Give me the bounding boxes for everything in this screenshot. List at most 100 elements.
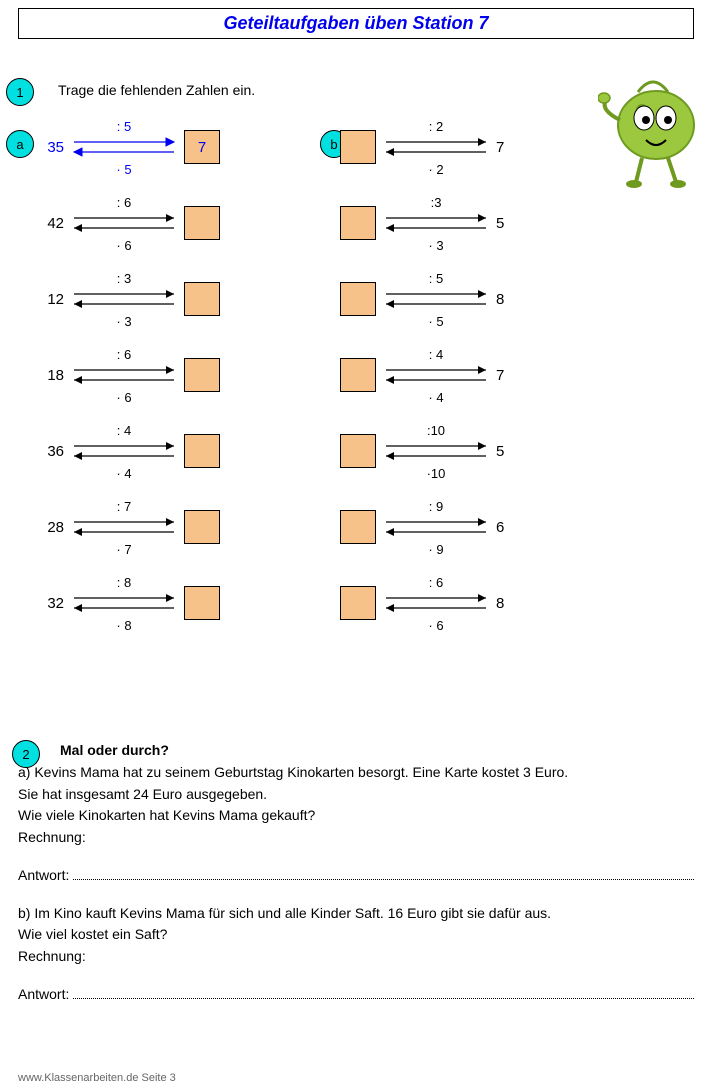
q2b-answer-line[interactable] [73,998,694,999]
operation-multiply: · 4 [64,466,184,481]
operation-multiply: · 9 [376,542,496,557]
operation-multiply: · 7 [64,542,184,557]
operation-arrows-icon: :3 · 3 [376,193,496,253]
operation-arrows-icon: : 5 · 5 [64,117,184,177]
operation-divide: : 5 [376,271,496,286]
operation-divide: : 5 [64,119,184,134]
operation-divide: : 6 [64,347,184,362]
operand-right: 7 [496,139,530,156]
operation-multiply: · 2 [376,162,496,177]
operation-multiply: · 5 [64,162,184,177]
problem-cell: : 9 · 9 6 [340,492,640,562]
operation-divide: : 9 [376,499,496,514]
operation-arrows-icon: : 6 · 6 [64,193,184,253]
problem-row: 32 : 8 · 8 : 6 · 6 8 [0,568,712,638]
answer-box[interactable] [340,510,376,544]
operation-multiply: · 4 [376,390,496,405]
answer-box[interactable]: 7 [184,130,220,164]
answer-box[interactable] [340,130,376,164]
problem-cell: 32 : 8 · 8 [30,568,330,638]
instruction-1: Trage die fehlenden Zahlen ein. [58,82,255,98]
problem-row: 12 : 3 · 3 : 5 · 5 8 [0,264,712,334]
operation-arrows-icon: : 5 · 5 [376,269,496,329]
problem-cell: 12 : 3 · 3 [30,264,330,334]
answer-box[interactable] [184,358,220,392]
operand-right: 6 [496,519,530,536]
answer-box[interactable] [340,586,376,620]
problem-row: 18 : 6 · 6 : 4 · 4 7 [0,340,712,410]
operation-divide: :10 [376,423,496,438]
operation-divide: : 4 [64,423,184,438]
operation-divide: : 7 [64,499,184,514]
task-badge-1: 1 [6,78,34,106]
operation-divide: :3 [376,195,496,210]
problem-row: 42 : 6 · 6 :3 · 3 5 [0,188,712,258]
answer-box[interactable] [184,510,220,544]
worksheet-title: Geteiltaufgaben üben Station 7 [18,8,694,39]
operation-divide: : 6 [376,575,496,590]
operand-left: 36 [30,443,64,460]
problem-cell: : 6 · 6 8 [340,568,640,638]
answer-box[interactable] [340,358,376,392]
answer-box[interactable] [340,206,376,240]
operation-arrows-icon: : 2 · 2 [376,117,496,177]
problem-cell: 28 : 7 · 7 [30,492,330,562]
answer-box[interactable] [340,282,376,316]
q2a-rechnung: Rechnung: [18,827,694,849]
operation-arrows-icon: :10 ·10 [376,421,496,481]
operand-left: 32 [30,595,64,612]
q2-title: Mal oder durch? [60,742,694,758]
page-footer: www.Klassenarbeiten.de Seite 3 [18,1072,176,1084]
q2b-rechnung: Rechnung: [18,946,694,968]
answer-box[interactable] [184,206,220,240]
operation-divide: : 6 [64,195,184,210]
problem-cell: : 2 · 2 7 [340,112,640,182]
answer-box[interactable] [184,586,220,620]
q2b-text: b) Im Kino kauft Kevins Mama für sich un… [18,903,694,946]
problem-cell: 36 : 4 · 4 [30,416,330,486]
operation-multiply: · 3 [64,314,184,329]
operand-right: 5 [496,443,530,460]
operation-multiply: · 5 [376,314,496,329]
operand-right: 8 [496,291,530,308]
problem-cell: 18 : 6 · 6 [30,340,330,410]
operand-right: 7 [496,367,530,384]
problem-cell: : 4 · 4 7 [340,340,640,410]
operation-arrows-icon: : 4 · 4 [64,421,184,481]
problem-cell: :10 ·10 5 [340,416,640,486]
operand-left: 18 [30,367,64,384]
operand-right: 8 [496,595,530,612]
q2a-answer-line[interactable] [73,879,694,880]
operation-arrows-icon: : 4 · 4 [376,345,496,405]
operation-divide: : 4 [376,347,496,362]
answer-box[interactable] [184,282,220,316]
operation-arrows-icon: : 8 · 8 [64,573,184,633]
operation-arrows-icon: : 9 · 9 [376,497,496,557]
problem-cell: :3 · 3 5 [340,188,640,258]
operand-left: 42 [30,215,64,232]
operation-multiply: · 6 [64,390,184,405]
operand-left: 28 [30,519,64,536]
operation-arrows-icon: : 6 · 6 [376,573,496,633]
operation-multiply: · 6 [64,238,184,253]
operation-divide: : 2 [376,119,496,134]
operation-multiply: · 3 [376,238,496,253]
q2b-antwort-label: Antwort: [18,986,69,1002]
problem-row: 35 : 5 · 5 7 : 2 · 2 7 [0,112,712,182]
q2a-antwort-label: Antwort: [18,867,69,883]
problem-cell: 35 : 5 · 5 7 [30,112,330,182]
problem-cell: 42 : 6 · 6 [30,188,330,258]
operation-arrows-icon: : 7 · 7 [64,497,184,557]
answer-box[interactable] [340,434,376,468]
problem-cell: : 5 · 5 8 [340,264,640,334]
q2a-text: a) Kevins Mama hat zu seinem Geburtstag … [18,762,694,827]
operand-left: 12 [30,291,64,308]
operation-arrows-icon: : 6 · 6 [64,345,184,405]
operation-divide: : 3 [64,271,184,286]
operand-right: 5 [496,215,530,232]
answer-box[interactable] [184,434,220,468]
operation-divide: : 8 [64,575,184,590]
operation-multiply: · 6 [376,618,496,633]
problem-row: 28 : 7 · 7 : 9 · 9 6 [0,492,712,562]
operand-left: 35 [30,139,64,156]
